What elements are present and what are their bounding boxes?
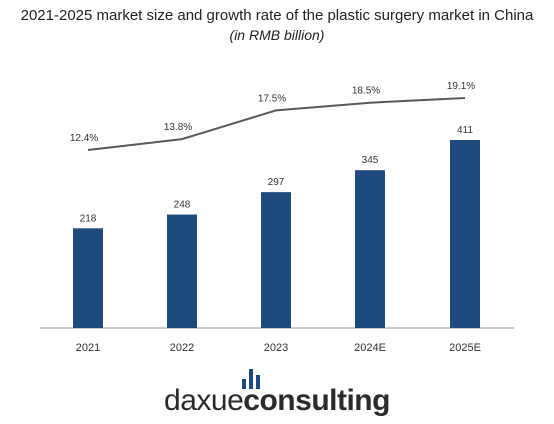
growth-value-label: 17.5%	[258, 93, 286, 104]
growth-value-label: 19.1%	[447, 81, 475, 92]
chart-title: 2021-2025 market size and growth rate of…	[20, 7, 534, 24]
growth-value-label: 12.4%	[70, 133, 98, 144]
x-tick-label: 2023	[264, 342, 288, 354]
bar-value-label: 345	[362, 155, 379, 166]
x-tick-label: 2021	[76, 342, 100, 354]
bar-labels-group: 218 248 297 345 411	[80, 125, 474, 224]
logo-text-part1: daxue	[164, 384, 244, 417]
growth-rate-line	[87, 97, 466, 151]
x-tick-labels-group: 2021 2022 2023 2024E 2025E	[76, 342, 481, 354]
bar-chart-icon	[242, 369, 266, 389]
bar-value-label: 411	[457, 125, 473, 136]
company-logo: daxueconsulting	[0, 366, 554, 422]
x-tick-label: 2025E	[449, 342, 481, 354]
bar-2021	[73, 228, 103, 328]
x-tick-label: 2022	[170, 342, 194, 354]
bar-value-label: 297	[268, 177, 285, 188]
bar-2022	[167, 214, 197, 328]
bar-2023	[261, 192, 291, 328]
growth-labels-group: 12.4% 13.8% 17.5% 18.5% 19.1%	[70, 81, 475, 144]
bars-group	[73, 140, 480, 328]
bar-2025E	[450, 140, 480, 328]
bar-value-label: 248	[174, 200, 191, 211]
chart-subtitle: (in RMB billion)	[229, 27, 325, 43]
x-tick-label: 2024E	[354, 342, 386, 354]
growth-value-label: 18.5%	[352, 86, 380, 97]
growth-value-label: 13.8%	[164, 122, 192, 133]
logo-text-part2: consulting	[243, 384, 390, 417]
bar-value-label: 218	[80, 213, 97, 224]
bar-2024E	[355, 170, 385, 328]
